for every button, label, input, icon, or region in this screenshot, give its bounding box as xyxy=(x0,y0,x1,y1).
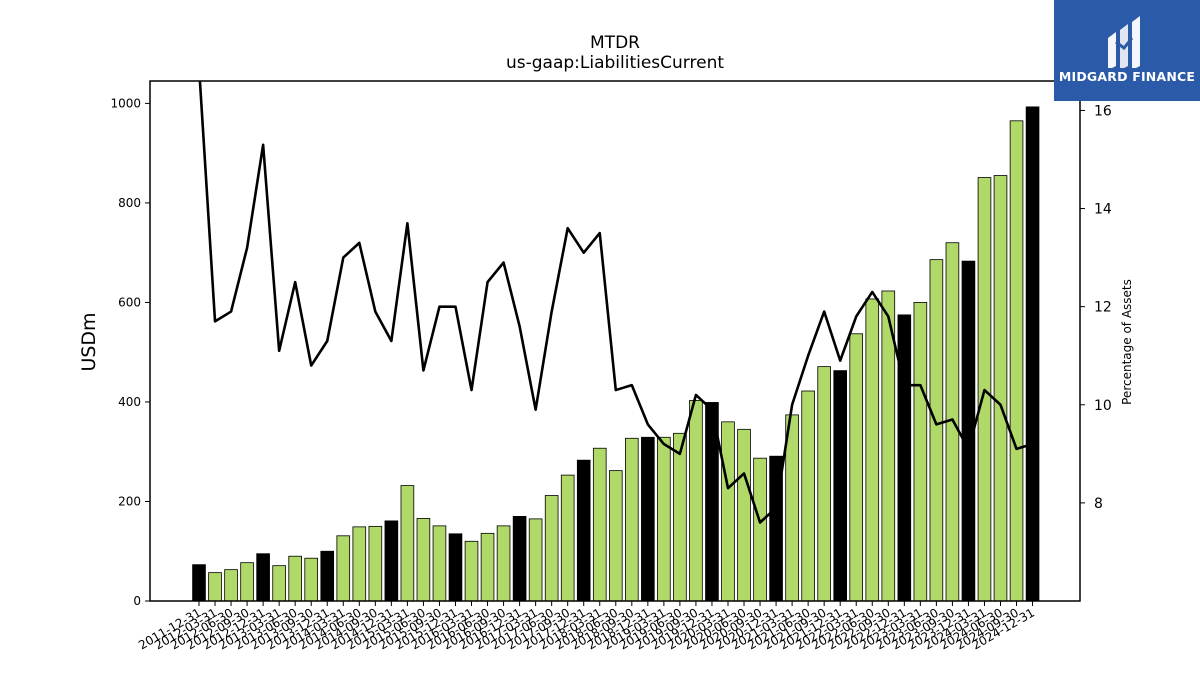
bar xyxy=(464,540,479,602)
logo: MIDGARD FINANCE xyxy=(1054,0,1200,101)
bar xyxy=(224,569,238,602)
bar xyxy=(657,436,671,602)
bar xyxy=(576,459,591,602)
bar xyxy=(544,495,559,602)
series-line-pct-assets xyxy=(198,81,1033,524)
y-tick-label: 0 xyxy=(133,594,141,608)
y2-axis-label: Percentage of Assets xyxy=(1120,279,1134,405)
bar xyxy=(336,535,351,602)
bar xyxy=(448,533,463,602)
axes: 020040060080010008101214162011-12-312012… xyxy=(110,80,1112,652)
y2-tick-label: 8 xyxy=(1094,496,1103,512)
y2-tick-label: 14 xyxy=(1094,202,1112,218)
bar xyxy=(480,532,495,602)
bar xyxy=(192,564,206,602)
bar xyxy=(592,447,607,602)
bar xyxy=(929,259,944,602)
y-tick-label: 600 xyxy=(118,295,141,309)
bar xyxy=(689,400,703,602)
bar xyxy=(560,474,575,602)
bar xyxy=(368,525,383,602)
y2-tick-label: 16 xyxy=(1094,103,1112,119)
chart-subtitle: us-gaap:LiabilitiesCurrent xyxy=(505,53,725,73)
bar xyxy=(913,302,928,602)
y-tick-label: 1000 xyxy=(110,96,141,110)
y-axis-label: USDm xyxy=(78,312,100,371)
y-tick-label: 800 xyxy=(118,196,141,210)
bar xyxy=(528,518,543,602)
bar xyxy=(865,298,880,602)
bar xyxy=(400,485,415,602)
bar xyxy=(272,565,286,602)
bar xyxy=(673,432,687,602)
y-tick-label: 400 xyxy=(118,395,141,409)
bar xyxy=(320,550,335,602)
y2-tick-label: 12 xyxy=(1094,300,1112,316)
bar xyxy=(352,526,367,602)
bar xyxy=(256,553,270,602)
bar xyxy=(801,390,815,602)
bar xyxy=(849,333,864,602)
bar xyxy=(512,516,527,602)
bar xyxy=(208,572,222,602)
bar xyxy=(737,428,751,602)
bar xyxy=(641,436,655,602)
y-tick-label: 200 xyxy=(118,494,141,508)
bar xyxy=(721,421,735,602)
bar xyxy=(753,457,767,602)
bar xyxy=(304,557,319,602)
bar xyxy=(785,414,799,602)
bar xyxy=(416,518,431,602)
bar xyxy=(897,314,912,602)
bar xyxy=(993,175,1008,602)
bar xyxy=(496,525,511,602)
logo-text: MIDGARD FINANCE xyxy=(1058,69,1196,84)
bar xyxy=(384,520,399,602)
bar xyxy=(608,470,623,602)
bar xyxy=(288,555,302,602)
y2-tick-label: 10 xyxy=(1094,398,1112,414)
logo-mark-icon xyxy=(1108,16,1140,68)
bar xyxy=(432,525,447,602)
bar xyxy=(625,437,639,602)
bar xyxy=(817,366,831,602)
chart-title: MTDR xyxy=(590,33,640,53)
line-layer xyxy=(198,81,1033,524)
bar xyxy=(1009,120,1024,602)
bar xyxy=(240,562,254,602)
plot-frame xyxy=(149,80,1081,602)
bar xyxy=(1025,106,1040,602)
bar xyxy=(833,370,847,602)
